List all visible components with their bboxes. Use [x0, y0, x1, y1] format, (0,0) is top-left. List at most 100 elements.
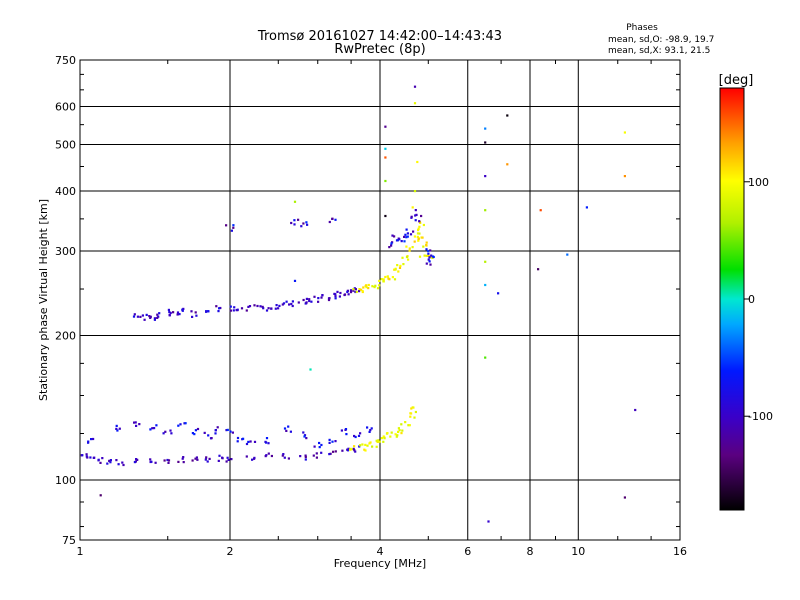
echo-point — [376, 440, 379, 443]
echo-point — [303, 434, 307, 437]
echo-point — [117, 463, 120, 466]
echo-point — [176, 311, 180, 314]
echo-point — [390, 242, 393, 245]
echo-point — [97, 459, 100, 462]
echo-point — [208, 457, 211, 460]
colorbar-tick-label: -100 — [748, 410, 773, 423]
echo-point — [116, 429, 119, 432]
y-axis: 75 100 200 300 400 500 600 750 — [55, 54, 680, 547]
echo-point — [413, 85, 417, 88]
echo-point — [194, 457, 197, 460]
echo-point — [293, 223, 296, 226]
echo-point — [354, 435, 357, 439]
echo-point — [270, 307, 273, 310]
echo-point — [484, 356, 487, 359]
echo-point — [384, 275, 387, 279]
echo-point — [81, 454, 84, 457]
y-tick-label: 200 — [55, 330, 76, 343]
echo-point — [121, 461, 124, 464]
x-tick-label: 2 — [227, 545, 234, 558]
echo-point — [207, 434, 210, 437]
echo-point — [226, 428, 229, 431]
echo-point — [106, 462, 109, 465]
echo-point — [285, 429, 288, 432]
echo-point — [382, 440, 385, 443]
echo-point — [288, 303, 291, 306]
echo-point — [190, 310, 193, 313]
echo-point — [194, 429, 197, 432]
echo-point — [413, 235, 416, 238]
echo-point — [328, 438, 331, 441]
echo-point — [427, 254, 430, 257]
echo-point — [108, 459, 111, 462]
colorbar-gradient — [719, 87, 745, 511]
echo-point — [207, 310, 210, 313]
echo-point — [484, 283, 487, 287]
echo-point — [195, 314, 198, 317]
echo-point — [227, 458, 230, 461]
echo-point — [413, 240, 416, 243]
echo-point — [353, 449, 356, 452]
echo-point — [133, 313, 136, 316]
echo-point — [219, 306, 222, 310]
annotation-title: Phases — [626, 23, 658, 33]
echo-point — [329, 452, 332, 455]
echo-point — [305, 297, 308, 300]
echo-point — [418, 255, 422, 258]
echo-point — [179, 423, 182, 426]
echo-point — [388, 246, 391, 249]
echo-point — [283, 427, 287, 430]
echo-point — [336, 290, 339, 293]
echo-point — [291, 304, 294, 308]
echo-point — [389, 435, 392, 438]
echo-point — [261, 305, 264, 308]
echo-point — [623, 131, 626, 134]
echo-point — [418, 220, 421, 223]
echo-point — [366, 444, 369, 447]
echo-point — [371, 285, 374, 288]
echo-point — [347, 293, 350, 296]
echo-point — [367, 283, 370, 287]
echo-point — [409, 233, 413, 236]
echo-point — [150, 460, 153, 463]
echo-point — [153, 318, 156, 321]
echo-point — [191, 315, 194, 318]
colorbar-ticks: 100 0 -100 — [744, 176, 773, 423]
echo-point — [304, 458, 307, 461]
echo-point — [133, 461, 136, 464]
echo-point — [149, 458, 152, 461]
echo-point — [229, 305, 232, 308]
echo-point — [394, 268, 397, 271]
echo-point — [231, 431, 234, 434]
echo-point — [245, 455, 248, 458]
echo-point — [413, 102, 417, 105]
echo-point — [396, 239, 399, 242]
echo-point — [363, 448, 366, 451]
echo-point — [317, 297, 320, 300]
echo-point — [334, 440, 337, 443]
echo-point — [414, 214, 417, 217]
echo-point — [406, 235, 409, 238]
echo-point — [216, 426, 219, 429]
echo-point — [162, 432, 165, 435]
echo-point — [299, 455, 302, 458]
echo-point — [405, 255, 409, 259]
echo-point — [182, 456, 185, 459]
echo-point — [245, 309, 248, 312]
echo-point — [397, 270, 400, 273]
echo-point — [401, 429, 404, 432]
echo-point — [256, 304, 259, 308]
echo-point — [355, 290, 358, 293]
echo-point — [634, 408, 637, 412]
echo-point — [384, 125, 387, 128]
echo-point — [416, 235, 419, 238]
echo-point — [413, 190, 417, 193]
echo-point — [265, 437, 269, 440]
echo-point — [364, 443, 367, 446]
echo-point — [352, 288, 355, 291]
echo-point — [167, 461, 170, 464]
echo-point — [204, 458, 207, 461]
echo-point — [196, 458, 199, 461]
echo-point — [360, 288, 363, 291]
